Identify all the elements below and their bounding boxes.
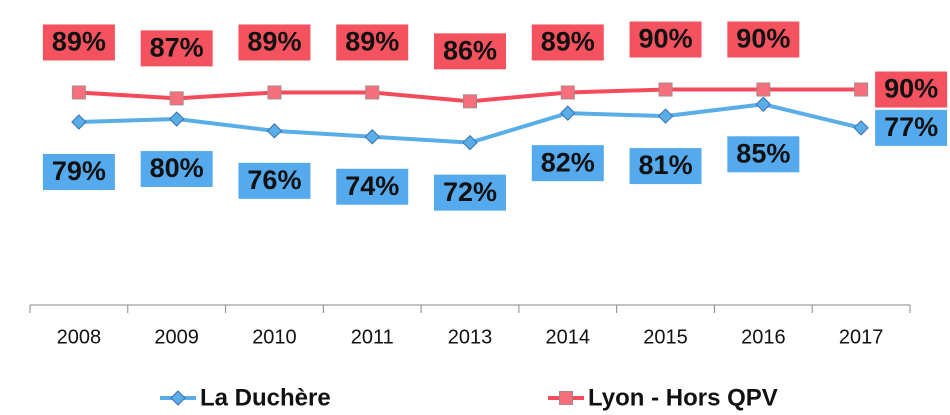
marker bbox=[365, 85, 380, 100]
data-label: 72% bbox=[443, 177, 497, 207]
data-label-box bbox=[875, 109, 948, 146]
data-label-box bbox=[727, 21, 800, 58]
data-label-box bbox=[238, 24, 311, 61]
data-label-box bbox=[238, 162, 311, 199]
marker bbox=[560, 105, 576, 121]
data-label-box bbox=[875, 71, 948, 108]
marker bbox=[266, 123, 283, 139]
x-tick-label: 2008 bbox=[57, 326, 102, 348]
data-label: 86% bbox=[443, 35, 497, 65]
data-label: 81% bbox=[639, 150, 693, 180]
marker bbox=[463, 94, 477, 109]
data-label: 74% bbox=[345, 171, 399, 201]
marker bbox=[71, 85, 86, 100]
data-label: 90% bbox=[736, 24, 790, 54]
data-label-box bbox=[42, 24, 115, 61]
marker bbox=[170, 390, 186, 406]
data-label-box bbox=[531, 24, 604, 61]
marker bbox=[168, 111, 185, 127]
data-label-box bbox=[727, 136, 800, 173]
data-label-box bbox=[42, 153, 115, 190]
marker bbox=[169, 91, 184, 106]
legend-label: La Duchère bbox=[200, 384, 331, 411]
marker bbox=[267, 85, 282, 100]
x-tick-label: 2016 bbox=[741, 326, 786, 348]
x-tick-label: 2011 bbox=[351, 326, 394, 348]
x-tick-label: 2015 bbox=[643, 326, 688, 348]
data-label: 87% bbox=[150, 32, 204, 62]
series: 79% 80% 76% 74% 72% 82% 81% 85% 77% bbox=[42, 96, 948, 211]
marker bbox=[560, 85, 575, 100]
marker bbox=[71, 114, 87, 130]
marker bbox=[364, 129, 380, 145]
marker bbox=[462, 134, 478, 151]
data-label: 89% bbox=[541, 27, 595, 57]
data-label: 82% bbox=[541, 147, 595, 177]
data-label: 76% bbox=[247, 165, 301, 195]
marker bbox=[658, 82, 673, 97]
marker bbox=[853, 120, 869, 136]
data-label: 85% bbox=[736, 138, 790, 168]
data-label-box bbox=[531, 145, 604, 182]
data-label: 89% bbox=[247, 27, 301, 57]
data-label: 90% bbox=[884, 74, 938, 104]
data-label: 79% bbox=[52, 156, 106, 186]
marker bbox=[755, 96, 772, 112]
data-label-box bbox=[336, 24, 409, 61]
x-tick-label: 2013 bbox=[448, 326, 493, 348]
data-label-box bbox=[629, 148, 702, 185]
data-label: 90% bbox=[639, 24, 693, 54]
data-label-box bbox=[336, 168, 409, 205]
x-tick-label: 2014 bbox=[546, 326, 591, 348]
marker bbox=[657, 108, 674, 124]
data-label-box bbox=[140, 151, 213, 188]
data-label-box bbox=[434, 33, 506, 70]
x-tick-label: 2009 bbox=[154, 326, 199, 348]
data-label: 77% bbox=[884, 112, 938, 142]
data-label-box bbox=[434, 174, 506, 211]
data-label-box bbox=[140, 30, 213, 67]
x-tick-label: 2010 bbox=[252, 326, 297, 348]
series: 89% 87% 89% 89% 86% 89% 90% 90% 90% bbox=[42, 21, 948, 109]
data-label: 89% bbox=[345, 27, 399, 57]
data-label: 80% bbox=[150, 153, 204, 183]
marker bbox=[854, 82, 869, 97]
legend-label: Lyon - Hors QPV bbox=[588, 384, 778, 411]
data-label: 89% bbox=[52, 27, 106, 57]
x-tick-label: 2017 bbox=[839, 326, 884, 348]
marker bbox=[559, 391, 573, 405]
data-label-box bbox=[629, 21, 702, 58]
marker bbox=[756, 82, 771, 97]
